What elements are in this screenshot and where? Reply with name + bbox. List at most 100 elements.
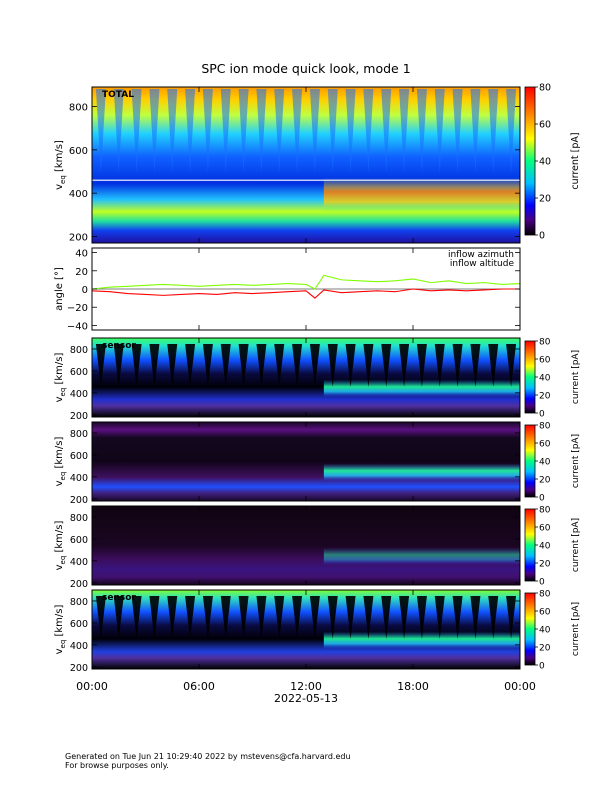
y-tick-label: 200 [69,233,88,244]
y-axis-label-total: veq [km/s] [54,140,67,190]
colorbar-tick-label: 20 [539,392,551,402]
scan-notch [381,596,392,639]
heatmap-background [92,422,520,501]
colorbar-tick-label: 80 [539,83,551,94]
x-tick-label: 00:00 [76,680,108,693]
y-tick-label: 20 [75,267,88,278]
heatmap-sensor4 [92,590,520,669]
plasma-enhancement [323,463,520,482]
colorbar-tick-label: 40 [539,542,551,552]
scan-notch [256,596,267,639]
colorbar-tick-label: 40 [539,626,551,636]
scan-notch [345,596,356,639]
scan-notch [416,344,427,387]
scan-notch [345,89,356,173]
y-tick-label: 600 [70,535,88,546]
heatmap-total [92,87,520,243]
plasma-enhancement [323,178,520,213]
y-axis-label-sensor4: veq [km/s] [54,605,67,655]
heatmap-background [92,590,520,669]
x-tick-label: 06:00 [183,680,215,693]
y-axis-label-sensor3: veq [km/s] [54,521,67,571]
y-tick-label: 400 [70,473,88,484]
colorbar-tick-label: 20 [539,560,551,570]
y-tick-label: 200 [70,495,88,506]
colorbar-tick-label: 40 [539,157,551,168]
plasma-enhancement [323,379,520,398]
y-axis-label-sensor1: veq [km/s] [54,353,67,403]
scan-notch [202,89,213,173]
scan-notch [488,596,499,639]
y-axis-label-sensor2: veq [km/s] [54,437,67,487]
colorbar-label: current [pA] [570,132,581,189]
panel-sensor4: sensor 0 20 40 60 80 current [pA] 200 400 600 800v… [54,589,581,674]
panel-label-sensor4: sensor [102,593,136,603]
series-line-azimuth [91,288,520,299]
colorbar-total [524,86,536,236]
chart-title: SPC ion mode quick look, mode 1 [201,61,410,76]
colorbar-tick-label: 60 [539,608,551,618]
colorbar-tick-label: 20 [539,476,551,486]
heatmap-background [92,338,520,417]
colorbar-tick-label: 0 [539,410,545,420]
scan-notch [131,344,142,387]
scan-notch [327,89,338,173]
y-tick-label: 600 [69,146,88,157]
scan-notch [452,596,463,639]
panel-total: TOTAL 0 20 40 60 80 current [pA] 200 400 600 800 ve… [54,83,581,244]
colorbar-label: current [pA] [571,602,581,656]
y-tick-label: 0 [82,285,88,296]
y-tick-label: 400 [69,189,88,200]
scan-notch [131,596,142,639]
colorbar-sensor3 [524,508,536,582]
footer-generated-line: Generated on Tue Jun 21 10:29:40 2022 by… [65,752,351,761]
heatmap-sensor2 [92,422,520,501]
footer-browse-line: For browse purposes only. [65,761,169,770]
y-tick-label: 200 [70,579,88,590]
scan-notch [256,89,267,173]
scan-notch [416,89,427,173]
colorbar-tick-label: 40 [539,458,551,468]
scan-notch [256,344,267,387]
heatmap-background [92,506,520,585]
scan-notch [95,89,106,173]
scan-notch [506,596,517,639]
x-tick-label: 00:00 [504,680,536,693]
colorbar-tick-label: 60 [539,120,551,131]
scan-notch [274,344,285,387]
scan-notch [149,596,160,639]
scan-notch [113,89,124,173]
scan-notch [309,596,320,639]
scan-notch [292,344,303,387]
y-tick-label: 400 [70,389,88,400]
y-tick-label: 400 [70,557,88,568]
scan-notch [185,596,196,639]
colorbar-sensor4 [524,592,536,666]
scan-notch [95,596,106,639]
scan-notch [470,344,481,387]
colorbar-tick-label: 80 [539,590,551,600]
scan-notch [274,596,285,639]
colorbar-tick-label: 0 [539,494,545,504]
scan-notch [131,89,142,173]
scan-notch [452,89,463,173]
heatmap-background [92,87,520,243]
scan-notch [399,596,410,639]
panel-label-sensor1: sensor [102,341,136,351]
scan-notch [202,344,213,387]
y-tick-label: 40 [75,249,88,260]
colorbar-tick-label: 60 [539,524,551,534]
colorbar-sensor1 [524,340,536,414]
y-tick-label: 400 [70,641,88,652]
scan-notch [238,596,249,639]
scan-notch [113,596,124,639]
scan-notch [363,89,374,173]
scan-notch [506,89,517,173]
plasma-enhancement [323,547,520,566]
scan-notch [452,344,463,387]
scan-notch [470,89,481,173]
scan-notch [488,89,499,173]
colorbar-label: current [pA] [571,518,581,572]
